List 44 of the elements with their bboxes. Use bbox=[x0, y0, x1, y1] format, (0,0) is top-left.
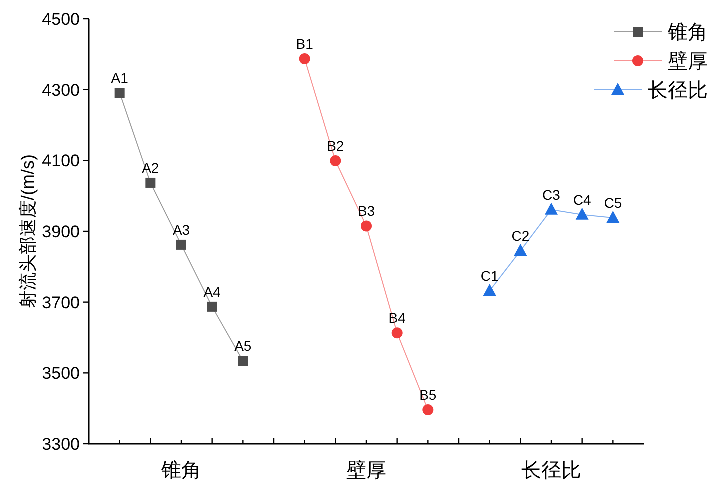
y-tick-label: 4100 bbox=[42, 152, 80, 171]
y-tick-label: 3300 bbox=[42, 435, 80, 454]
data-label: A5 bbox=[234, 338, 252, 354]
data-label: A1 bbox=[111, 70, 129, 86]
y-tick-label: 3900 bbox=[42, 222, 80, 242]
point bbox=[361, 220, 372, 232]
point bbox=[392, 328, 403, 339]
data-label: C4 bbox=[573, 192, 592, 208]
point bbox=[299, 54, 310, 65]
data-label: A3 bbox=[172, 222, 190, 238]
data-label: A4 bbox=[204, 284, 222, 300]
point bbox=[176, 240, 186, 250]
legend-label: 锥角 bbox=[667, 22, 708, 44]
data-label: B3 bbox=[358, 203, 376, 220]
data-label: C1 bbox=[480, 268, 499, 284]
x-tick-label: 锥角 bbox=[160, 460, 202, 482]
y-tick-label: 3700 bbox=[42, 293, 80, 312]
y-tick-label: 3500 bbox=[42, 364, 80, 384]
data-label: B1 bbox=[296, 36, 314, 52]
point bbox=[483, 284, 496, 296]
point bbox=[238, 356, 248, 366]
data-label: A2 bbox=[142, 160, 160, 176]
point bbox=[146, 178, 156, 188]
point bbox=[606, 211, 620, 224]
legend-label: 长径比 bbox=[648, 80, 708, 102]
data-label: C2 bbox=[512, 228, 530, 244]
x-tick-label: 壁厚 bbox=[346, 460, 386, 482]
y-tick-label: 4500 bbox=[42, 10, 80, 29]
data-label: C5 bbox=[604, 195, 622, 212]
x-tick-label: 长径比 bbox=[522, 460, 582, 482]
point bbox=[576, 208, 589, 220]
point bbox=[422, 404, 434, 416]
point bbox=[207, 302, 218, 312]
point bbox=[330, 156, 342, 167]
point bbox=[114, 88, 125, 98]
data-label: B4 bbox=[388, 310, 406, 326]
data-label: C3 bbox=[542, 186, 561, 203]
data-label: B5 bbox=[420, 387, 437, 403]
legend-label: 壁厚 bbox=[668, 51, 708, 73]
data-label: B2 bbox=[327, 138, 344, 154]
point bbox=[545, 202, 558, 215]
point bbox=[514, 244, 528, 256]
y-axis-title: 射流头部速度/(m/s) bbox=[18, 154, 38, 308]
y-tick-label: 4300 bbox=[42, 80, 80, 100]
